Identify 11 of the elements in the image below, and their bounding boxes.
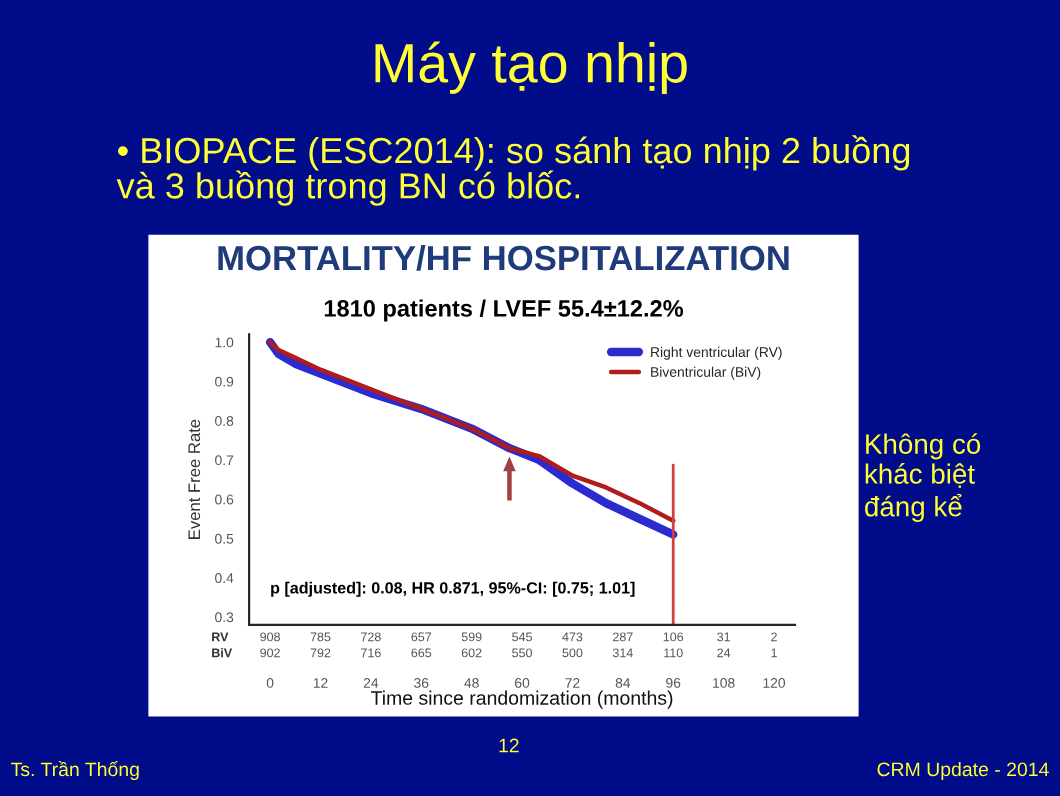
annotation: p [adjusted]: 0.08, HR 0.871, 95%-CI: [0.75; 1.01] [271, 581, 635, 597]
text: Không có khác biệt đáng kể [865, 433, 981, 522]
text: CRM Update - 2014 [877, 761, 1049, 781]
text: • BIOPACE (ESC2014): so sánh tạo nhịp 2 buồng và 3 buồng trong BN có blốc. [116, 135, 910, 206]
y-axis-title: Event Free Rate [188, 419, 201, 539]
text: Ts. Trần Thống [11, 761, 139, 781]
chart-subtitle: 1810 patients / LVEF 55.4±12.2% [324, 299, 684, 322]
text: Máy tạo nhịp [375, 41, 687, 94]
text: 12 [499, 738, 519, 753]
chart-title: MORTALITY/HF HOSPITALIZATION [218, 244, 789, 271]
x-axis-title: Time since randomization (months) [371, 690, 673, 709]
